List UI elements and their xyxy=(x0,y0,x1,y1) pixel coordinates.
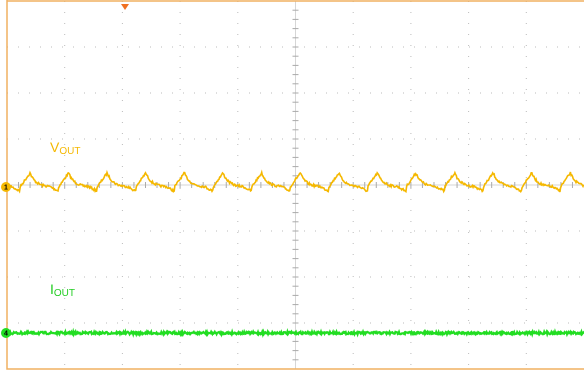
vout-trace xyxy=(8,169,584,194)
label-sub: OUT xyxy=(59,146,80,157)
channel-number: 1 xyxy=(4,185,8,192)
trigger-marker xyxy=(121,4,129,10)
label-main: I xyxy=(50,281,54,297)
label-main: V xyxy=(50,139,60,155)
channel-marker xyxy=(1,328,11,338)
channel-marker xyxy=(1,182,11,192)
iout-label: IOUT xyxy=(50,281,75,299)
frame xyxy=(6,0,584,370)
iout-trace xyxy=(8,327,584,339)
vout-label: VOUT xyxy=(50,139,80,157)
waveforms xyxy=(8,169,584,339)
channel-number: 4 xyxy=(4,331,8,338)
label-sub: OUT xyxy=(54,288,75,299)
